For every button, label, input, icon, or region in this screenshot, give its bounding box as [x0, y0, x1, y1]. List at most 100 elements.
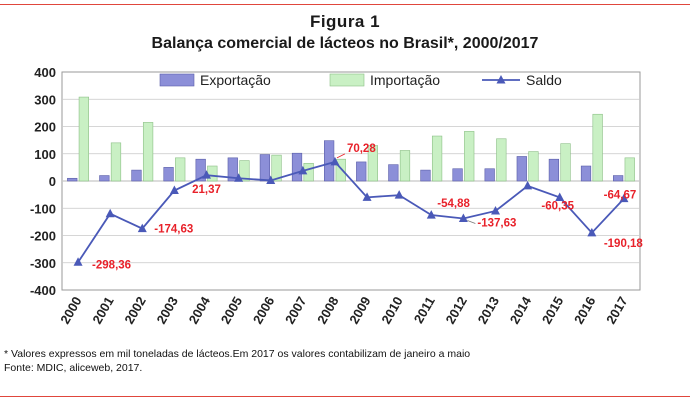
saldo-data-label: -54,88	[437, 198, 470, 210]
legend-swatch-exportacao	[159, 73, 195, 87]
x-tick-label: 2017	[603, 294, 630, 327]
bar-exportacao	[291, 152, 303, 182]
bar-importacao	[271, 154, 282, 182]
y-tick-label: 0	[49, 174, 56, 189]
bar-exportacao	[324, 140, 335, 182]
y-tick-label: 100	[34, 147, 56, 162]
x-tick-label: 2004	[186, 293, 214, 326]
bar-exportacao	[484, 168, 495, 182]
saldo-data-label: -137,63	[477, 218, 516, 230]
bar-exportacao	[356, 161, 367, 182]
saldo-point	[394, 190, 404, 199]
saldo-data-label: 70,28	[347, 143, 376, 155]
bar-importacao	[624, 157, 635, 182]
x-tick-label: 2003	[154, 294, 181, 327]
footnote-source: Fonte: MDIC, aliceweb, 2017.	[4, 362, 143, 374]
annotation-leader	[467, 220, 476, 224]
x-tick-label: 2011	[411, 294, 438, 326]
x-tick-label: 2009	[346, 294, 373, 327]
saldo-point	[555, 192, 565, 201]
bar-exportacao	[613, 175, 624, 182]
x-tick-label: 2012	[443, 294, 470, 327]
saldo-point	[105, 208, 115, 218]
y-tick-label: -100	[30, 201, 56, 216]
bottom-rule	[0, 396, 690, 397]
y-tick-label: -200	[30, 229, 56, 244]
bar-importacao	[207, 165, 218, 182]
saldo-data-label: -174,63	[154, 224, 193, 236]
bar-importacao	[110, 142, 122, 182]
saldo-point	[426, 210, 436, 219]
bar-exportacao	[452, 168, 463, 182]
y-tick-label: -400	[30, 283, 56, 298]
y-tick-label: 300	[34, 92, 56, 107]
top-rule	[0, 4, 690, 5]
saldo-point	[234, 173, 244, 182]
x-tick-label: 2005	[218, 294, 245, 327]
bar-exportacao	[131, 169, 142, 182]
saldo-data-label: -64,67	[604, 190, 637, 202]
bar-exportacao	[516, 156, 527, 182]
saldo-data-label: -60,35	[541, 200, 574, 212]
bar-importacao	[592, 113, 603, 182]
saldo-point	[523, 180, 533, 190]
bar-exportacao	[67, 177, 78, 182]
x-tick-label: 2008	[314, 294, 341, 327]
y-tick-label: 200	[34, 120, 56, 135]
x-tick-label: 2001	[89, 294, 116, 327]
y-tick-label: 400	[34, 65, 56, 80]
x-tick-label: 2002	[121, 294, 148, 327]
bar-exportacao	[163, 167, 174, 182]
saldo-point	[266, 175, 276, 184]
saldo-point	[491, 205, 500, 215]
saldo-point	[458, 213, 468, 223]
saldo-point	[330, 156, 340, 166]
x-tick-label: 2015	[539, 294, 566, 327]
x-tick-label: 2007	[282, 294, 309, 327]
saldo-point	[587, 227, 597, 237]
bar-exportacao	[420, 169, 431, 182]
bar-importacao	[496, 138, 507, 182]
saldo-point	[202, 170, 211, 179]
bar-importacao	[175, 157, 186, 182]
bar-importacao	[560, 143, 571, 182]
legend-swatch-importacao	[329, 73, 365, 87]
bar-importacao	[528, 151, 539, 182]
bar-exportacao	[259, 154, 271, 182]
bar-importacao	[78, 96, 89, 182]
bar-importacao	[464, 131, 475, 182]
figure-title-block: Figura 1 Balança comercial de lácteos no…	[0, 12, 690, 54]
legend-label-saldo: Saldo	[526, 72, 562, 88]
saldo-point	[298, 165, 308, 175]
y-tick-label: -300	[30, 256, 56, 271]
legend: Exportação Importação Saldo	[159, 72, 562, 88]
legend-label-exportacao: Exportação	[200, 72, 271, 88]
saldo-point	[169, 185, 179, 195]
saldo-data-label: -190,18	[604, 238, 644, 250]
annotation-leader	[336, 153, 346, 159]
bar-importacao	[399, 150, 411, 182]
bar-exportacao	[548, 158, 560, 182]
footnote: * Valores expressos em mil toneladas de …	[4, 347, 684, 375]
x-tick-label: 2014	[507, 293, 535, 326]
bar-exportacao	[580, 165, 592, 182]
saldo-point	[619, 193, 629, 203]
bar-exportacao	[227, 157, 238, 182]
footnote-note: * Valores expressos em mil toneladas de …	[4, 348, 471, 360]
figure-label: Figura 1	[309, 12, 381, 31]
bar-importacao	[142, 122, 154, 182]
bar-importacao	[367, 145, 378, 182]
saldo-point	[362, 192, 372, 201]
legend-label-importacao: Importação	[370, 72, 440, 88]
saldo-point	[73, 257, 83, 266]
bar-importacao	[239, 160, 250, 182]
saldo-line	[77, 160, 625, 263]
bar-importacao	[431, 135, 443, 182]
bar-importacao	[335, 158, 346, 182]
x-tick-label: 2013	[475, 294, 502, 327]
bar-exportacao	[99, 175, 110, 182]
figure-title: Balança comercial de lácteos no Brasil*,…	[151, 35, 539, 52]
x-tick-label: 2006	[250, 294, 277, 327]
x-tick-label: 2016	[571, 294, 598, 327]
